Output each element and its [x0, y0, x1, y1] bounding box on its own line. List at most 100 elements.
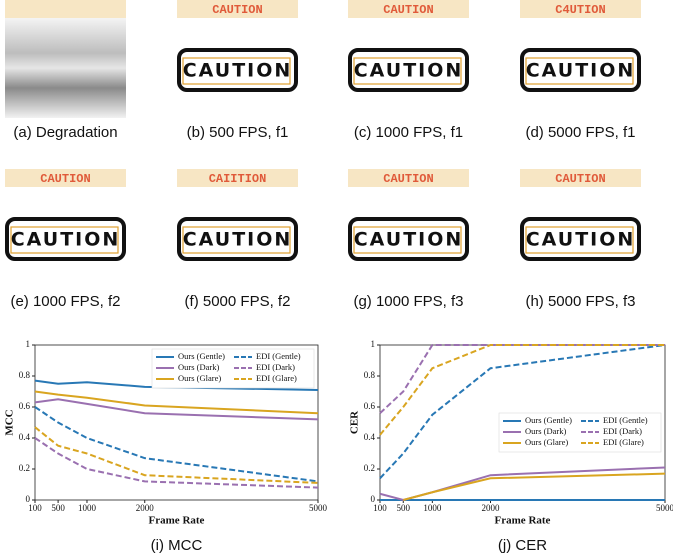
y-tick-label: 1: [371, 339, 376, 349]
degraded-image: [5, 18, 126, 118]
plot-frame: [34, 344, 319, 501]
y-tick-label: 0.2: [364, 463, 375, 473]
detection-box: [525, 57, 634, 85]
x-tick-label: 5000: [309, 503, 328, 513]
sign-frame: [5, 217, 126, 261]
image-text: CAUTION: [183, 229, 293, 251]
panel-caption: (h) 5000 FPS, f3: [525, 293, 635, 310]
ocr-text: CAUTION: [40, 172, 90, 186]
legend-label: Ours (Dark): [178, 362, 219, 372]
panel-caption: (e) 1000 FPS, f2: [10, 293, 120, 310]
image-panel: [5, 0, 126, 118]
x-axis-label: Frame Rate: [149, 515, 205, 527]
detection-box: [182, 57, 291, 85]
image-panel: C4UTION CAUTION: [520, 0, 641, 118]
legend-label: Ours (Glare): [525, 437, 568, 447]
x-tick-label: 1000: [423, 503, 442, 513]
series-line: [34, 426, 319, 484]
legend-label: EDI (Gentle): [256, 351, 301, 361]
panel-caption: (f) 5000 FPS, f2: [185, 293, 291, 310]
y-tick-label: 0.6: [364, 401, 376, 411]
ocr-text: CAUTION: [555, 172, 605, 186]
legend-label: Ours (Gentle): [525, 415, 572, 425]
y-tick-label: 1: [26, 339, 31, 349]
series-line: [34, 437, 319, 489]
legend-label: Ours (Glare): [178, 373, 221, 383]
image-panel: CAUTION CAUTION: [5, 169, 126, 287]
x-tick-label: 100: [373, 503, 387, 513]
image-text: CAUTION: [354, 229, 464, 251]
image: [177, 18, 298, 118]
series-line: [34, 390, 319, 415]
detection-box: [353, 226, 462, 254]
image-panel: CAUTION CAUTION: [177, 0, 298, 118]
detection-box: [182, 226, 291, 254]
ocr-text: C4UTION: [555, 3, 605, 17]
image-text: CAUTION: [526, 60, 636, 82]
image-panel: CAIITION CAUTION: [177, 169, 298, 287]
detection-box: [525, 226, 634, 254]
panel-caption: (c) 1000 FPS, f1: [354, 124, 463, 141]
x-tick-label: 5000: [656, 503, 673, 513]
y-tick-label: 0: [26, 494, 31, 504]
chart-caption: (i) MCC: [151, 537, 203, 554]
legend-label: EDI (Glare): [603, 437, 644, 447]
ocr-text: CAUTION: [212, 3, 262, 17]
image: [348, 187, 469, 287]
legend-box: [498, 412, 662, 453]
ocr-header: [520, 0, 641, 18]
x-tick-label: 2000: [482, 503, 501, 513]
image: [5, 187, 126, 287]
y-axis-label: CER: [349, 410, 361, 434]
ocr-header: [177, 0, 298, 18]
ocr-header: [348, 169, 469, 187]
panel-caption: (g) 1000 FPS, f3: [353, 293, 463, 310]
y-tick-label: 0: [371, 494, 376, 504]
legend-label: EDI (Dark): [256, 362, 295, 372]
detection-box: [353, 57, 462, 85]
ocr-header: [5, 169, 126, 187]
y-tick-label: 0.4: [19, 432, 31, 442]
y-tick-label: 0.4: [364, 432, 376, 442]
legend-box: [151, 348, 315, 389]
sign-frame: [177, 217, 298, 261]
image-text: CAUTION: [11, 229, 121, 251]
series-line: [34, 398, 319, 421]
legend-label: EDI (Gentle): [603, 415, 648, 425]
sign-frame: [177, 48, 298, 92]
y-tick-label: 0.8: [364, 370, 376, 380]
ocr-text: CAUTION: [383, 3, 433, 17]
image-text: CAUTION: [183, 60, 293, 82]
x-axis-label: Frame Rate: [495, 515, 551, 527]
series-line: [34, 406, 319, 483]
panel-caption: (b) 500 FPS, f1: [187, 124, 289, 141]
x-tick-label: 100: [28, 503, 42, 513]
legend-label: Ours (Dark): [525, 426, 566, 436]
series-line: [379, 344, 665, 436]
x-tick-label: 500: [51, 503, 65, 513]
legend-label: EDI (Dark): [603, 426, 642, 436]
image-text: CAUTION: [354, 60, 464, 82]
panel-caption: (a) Degradation: [13, 124, 117, 141]
panel-caption: (d) 5000 FPS, f1: [525, 124, 635, 141]
x-tick-label: 1000: [78, 503, 97, 513]
y-tick-label: 0.8: [19, 370, 31, 380]
series-line: [403, 472, 666, 501]
image-panel: CAUTION CAUTION: [348, 169, 469, 287]
series-line: [379, 344, 666, 479]
y-tick-label: 0.2: [19, 463, 30, 473]
image-panel: CAUTION CAUTION: [520, 169, 641, 287]
image: [520, 18, 641, 118]
legend-label: Ours (Gentle): [178, 351, 225, 361]
ocr-header: [348, 0, 469, 18]
ocr-header: [520, 169, 641, 187]
detection-box: [10, 226, 119, 254]
series-line: [379, 344, 665, 414]
legend-label: EDI (Glare): [256, 373, 297, 383]
y-axis-label: MCC: [4, 409, 16, 435]
sign-frame: [520, 48, 641, 92]
ocr-text: CAUTION: [383, 172, 433, 186]
image-text: CAUTION: [526, 229, 636, 251]
x-tick-label: 2000: [136, 503, 155, 513]
